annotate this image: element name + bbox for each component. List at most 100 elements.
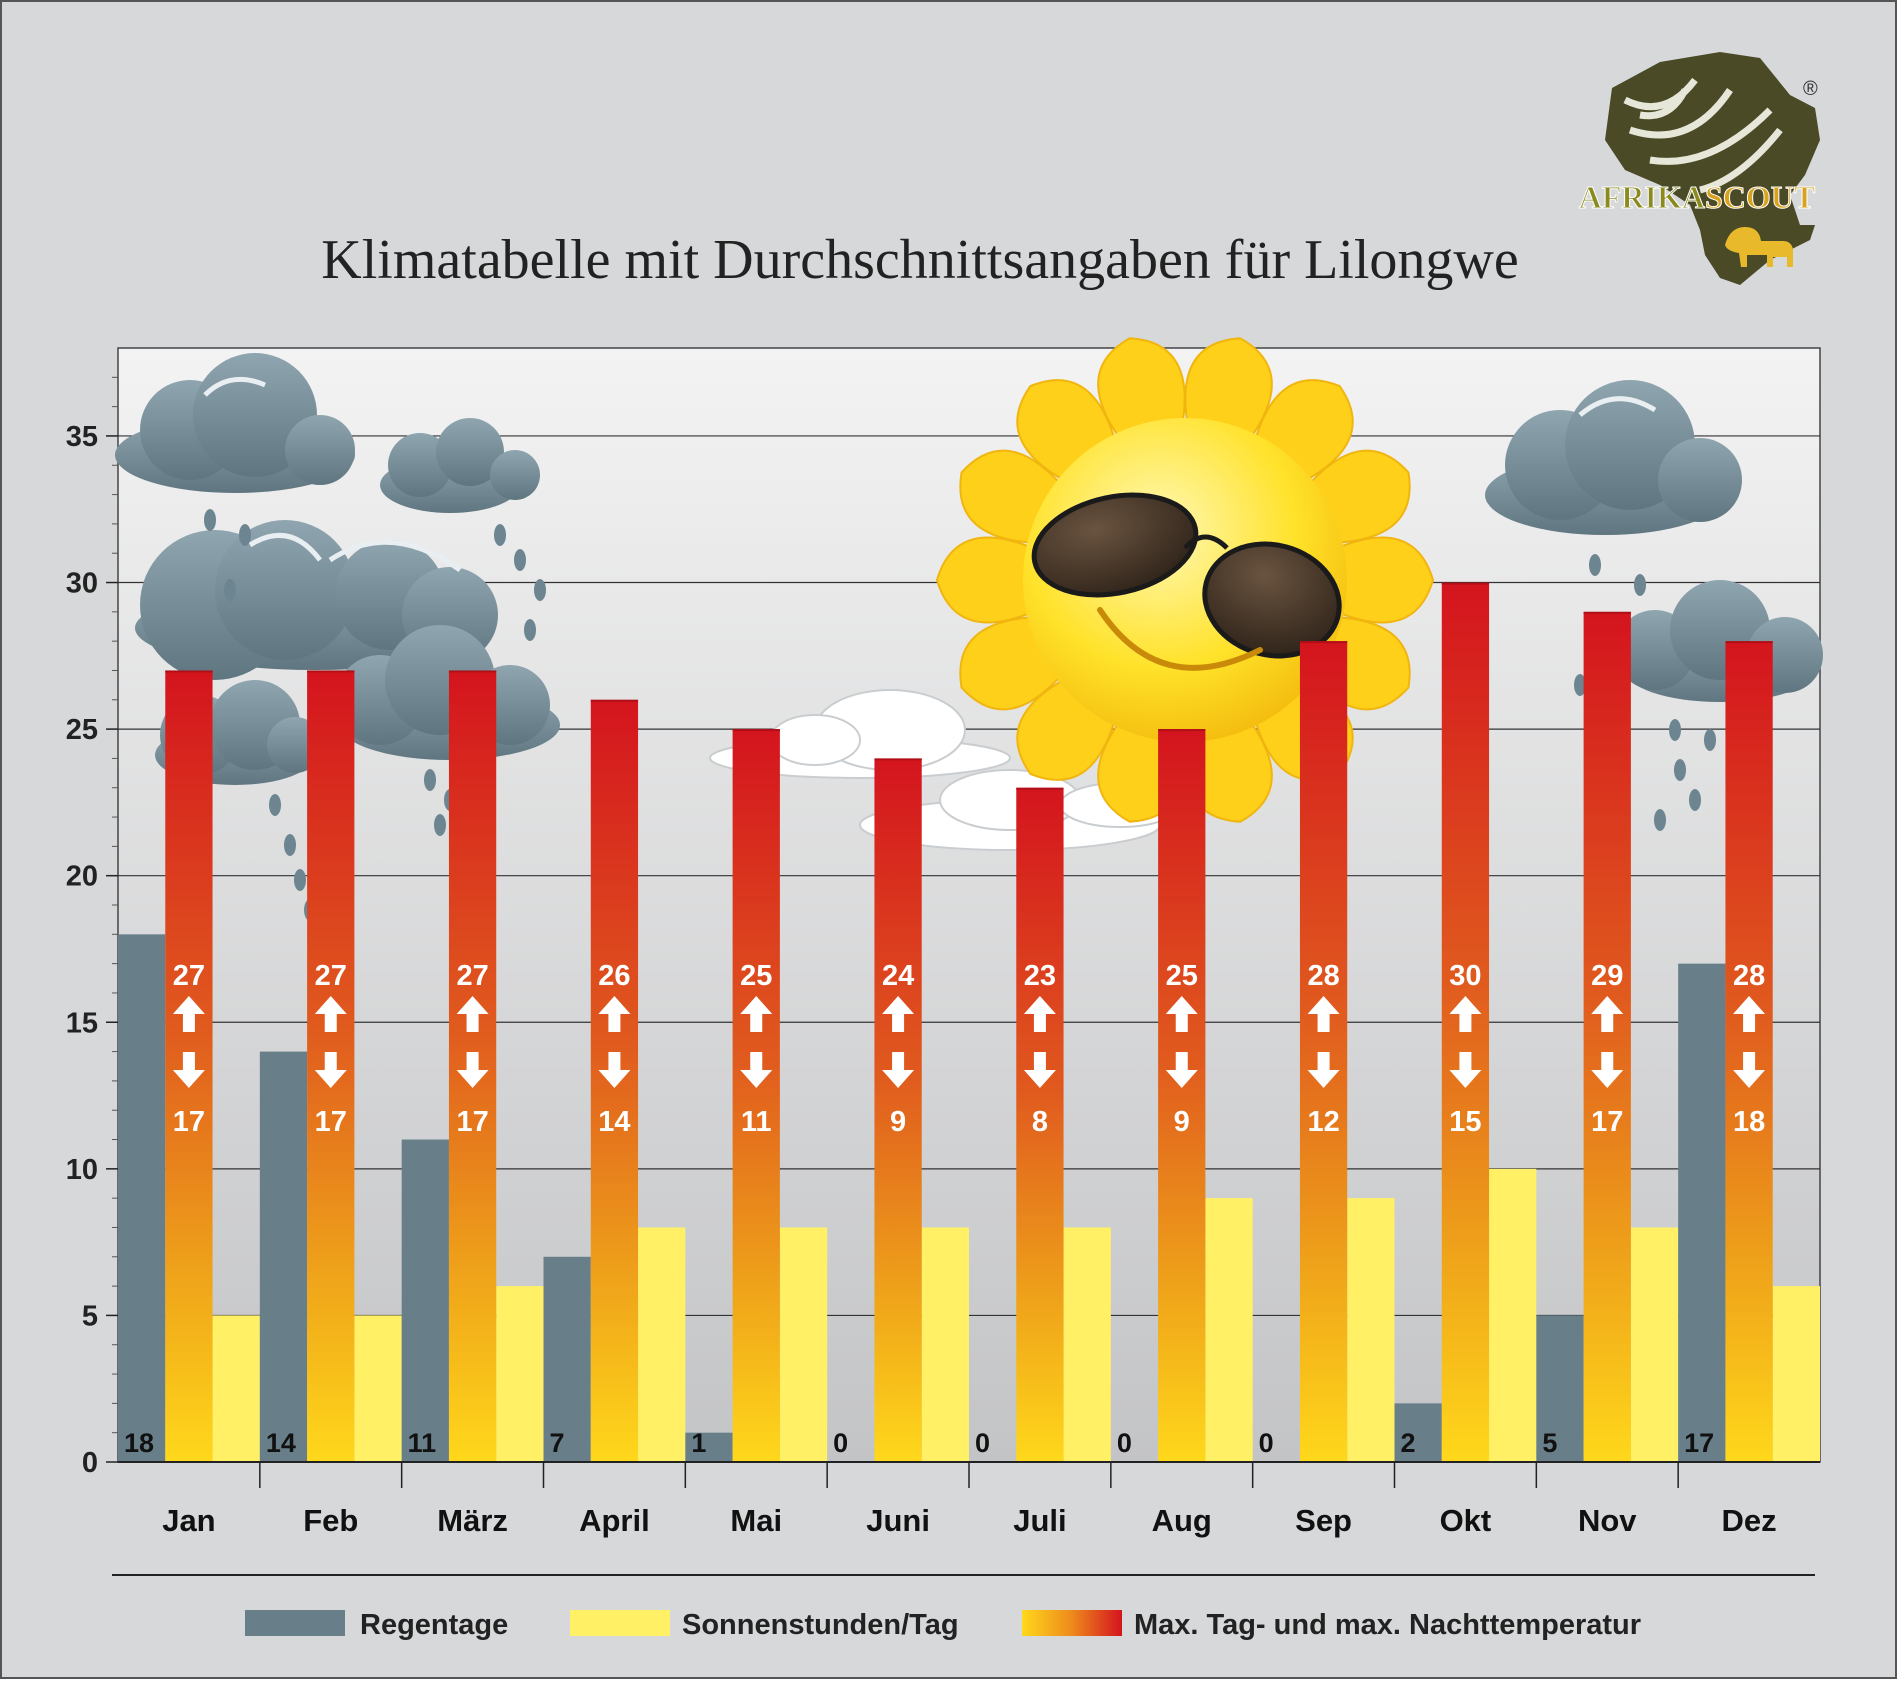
arrow-down-icon <box>598 1052 631 1088</box>
data-label-regentage: 0 <box>975 1428 990 1458</box>
bar-temperatur-top <box>1441 582 1490 585</box>
arrow-down-icon <box>740 1052 773 1088</box>
x-tick-label: Dez <box>1722 1503 1777 1538</box>
y-tick-label: 25 <box>66 714 98 746</box>
bar-temperatur-top <box>590 699 639 702</box>
bar-regentage <box>1394 1403 1442 1462</box>
bar-sonnenstunden <box>496 1286 544 1462</box>
legend-swatch-regentage <box>245 1610 345 1636</box>
data-label-regentage: 1 <box>691 1428 706 1458</box>
bar-temperatur-top <box>1725 641 1773 644</box>
bar-regentage <box>401 1139 449 1462</box>
arrow-up-icon <box>1023 996 1056 1032</box>
bar-regentage <box>543 1256 591 1462</box>
y-tick-label: 20 <box>66 861 98 893</box>
temperature-annotations: 1827171427171127177261412511024902380259… <box>124 960 1765 1458</box>
data-label-regentage: 0 <box>1259 1428 1274 1458</box>
data-label-nacht-temperatur: 15 <box>1449 1106 1481 1138</box>
bar-temperatur <box>732 729 780 1462</box>
arrow-down-icon <box>1307 1052 1340 1088</box>
arrow-up-icon <box>598 996 631 1032</box>
data-label-regentage: 11 <box>408 1428 437 1458</box>
bar-series <box>118 582 1820 1462</box>
data-label-nacht-temperatur: 17 <box>456 1106 488 1138</box>
arrow-up-icon <box>314 996 347 1032</box>
bar-sonnenstunden <box>354 1315 402 1462</box>
x-axis-tick-labels: Jan Feb März April Mai Juni Juli Aug Sep Okt Nov De… <box>162 1503 1776 1538</box>
data-label-max-temperatur: 24 <box>882 960 914 992</box>
bar-regentage <box>1678 963 1726 1462</box>
data-label-regentage: 17 <box>1684 1428 1714 1458</box>
data-label-regentage: 0 <box>1117 1428 1132 1458</box>
chart-title: Klimatabelle mit Durchschnittsangaben fü… <box>321 229 1518 291</box>
data-label-nacht-temperatur: 18 <box>1733 1106 1765 1138</box>
data-label-max-temperatur: 27 <box>173 960 205 992</box>
legend-label-regentage: Regentage <box>360 1609 508 1641</box>
afrikascout-logo: AFRIKASCOUT ® <box>1578 52 1820 285</box>
x-tick-label: Feb <box>303 1503 358 1538</box>
data-label-regentage: 18 <box>124 1428 154 1458</box>
bar-temperatur-top <box>1016 787 1064 790</box>
data-label-nacht-temperatur: 17 <box>1591 1106 1623 1138</box>
arrow-up-icon <box>1307 996 1340 1032</box>
x-axis-ticks <box>259 1462 1679 1488</box>
data-label-max-temperatur: 23 <box>1024 960 1056 992</box>
arrow-down-icon <box>1733 1052 1766 1088</box>
bar-regentage <box>118 934 166 1462</box>
brand-part-scout: SCOUT <box>1705 179 1815 215</box>
x-tick-label: April <box>579 1503 650 1538</box>
y-tick-label: 10 <box>66 1154 98 1186</box>
arrow-up-icon <box>1591 996 1624 1032</box>
rain-cloud-icon <box>115 353 560 921</box>
bar-sonnenstunden <box>1063 1227 1111 1462</box>
x-tick-label: März <box>437 1503 508 1538</box>
data-label-regentage: 0 <box>833 1428 848 1458</box>
y-tick-label: 30 <box>66 568 98 600</box>
data-label-nacht-temperatur: 14 <box>598 1106 630 1138</box>
y-tick-label: 35 <box>66 421 98 453</box>
legend: Regentage Sonnenstunden/Tag Max. Tag- un… <box>245 1609 1641 1641</box>
y-tick-label: 0 <box>82 1447 98 1479</box>
data-label-max-temperatur: 27 <box>315 960 347 992</box>
bar-temperatur-top <box>1583 611 1631 614</box>
arrow-down-icon <box>314 1052 347 1088</box>
bar-sonnenstunden <box>1772 1286 1820 1462</box>
bar-temperatur-top <box>1299 641 1348 644</box>
data-label-regentage: 2 <box>1401 1428 1416 1458</box>
bar-temperatur <box>1725 641 1773 1462</box>
arrow-down-icon <box>1023 1052 1056 1088</box>
data-label-max-temperatur: 26 <box>598 960 630 992</box>
arrow-down-icon <box>172 1052 205 1088</box>
arrow-up-icon <box>1165 996 1198 1032</box>
data-label-regentage: 7 <box>550 1428 565 1458</box>
x-tick-label: Mai <box>730 1503 782 1538</box>
bar-temperatur-top <box>307 670 355 673</box>
data-label-nacht-temperatur: 9 <box>890 1106 906 1138</box>
bar-temperatur <box>1583 611 1631 1462</box>
x-tick-label: Aug <box>1152 1503 1212 1538</box>
arrow-up-icon <box>1449 996 1482 1032</box>
x-tick-label: Okt <box>1440 1503 1492 1538</box>
bar-temperatur-top <box>1158 729 1206 732</box>
rain-cloud-icon <box>1485 380 1823 831</box>
legend-label-temperatur: Max. Tag- und max. Nachttemperatur <box>1134 1609 1641 1641</box>
bar-temperatur <box>1016 787 1064 1462</box>
arrow-up-icon <box>882 996 915 1032</box>
x-tick-label: Sep <box>1295 1503 1352 1538</box>
bar-temperatur-top <box>448 670 497 673</box>
x-tick-label: Juli <box>1013 1503 1066 1538</box>
x-tick-label: Nov <box>1578 1503 1637 1538</box>
brand-part-afrika: AFRIKA <box>1579 179 1705 215</box>
data-label-max-temperatur: 27 <box>456 960 488 992</box>
data-label-nacht-temperatur: 17 <box>173 1106 205 1138</box>
data-label-regentage: 14 <box>266 1428 296 1458</box>
legend-swatch-sonnenstunden <box>570 1610 670 1636</box>
data-label-max-temperatur: 25 <box>740 960 772 992</box>
arrow-up-icon <box>456 996 489 1032</box>
data-label-nacht-temperatur: 12 <box>1307 1106 1339 1138</box>
bar-temperatur-top <box>874 758 922 761</box>
bar-sonnenstunden <box>1630 1227 1679 1462</box>
data-label-max-temperatur: 28 <box>1307 960 1339 992</box>
